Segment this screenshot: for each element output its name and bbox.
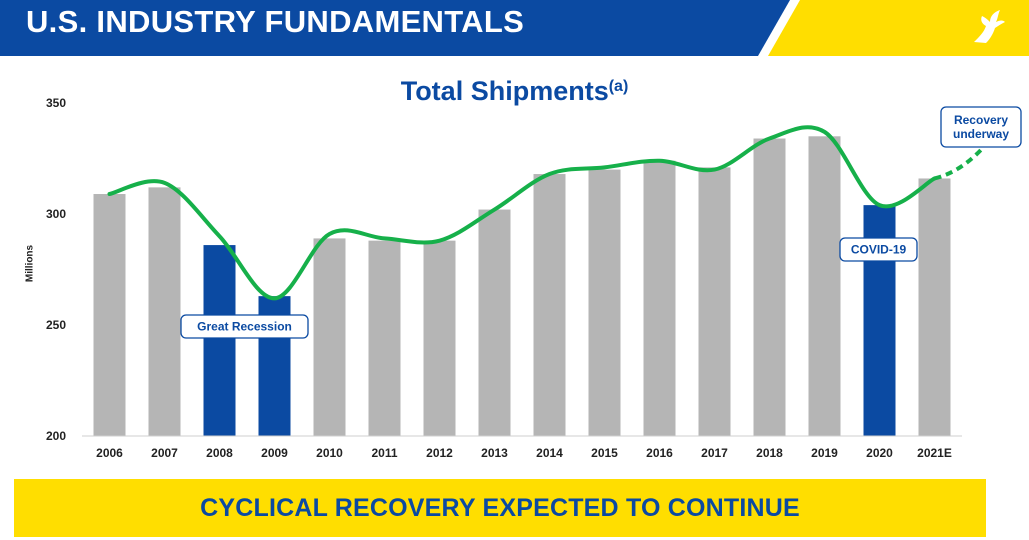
x-tick-label: 2010 (316, 446, 343, 460)
bar-2017 (698, 167, 731, 436)
y-tick-label: 350 (46, 96, 66, 110)
chart-title-superscript: (a) (608, 78, 629, 95)
bar-2012 (423, 240, 456, 436)
winged-foot-icon (974, 10, 1005, 43)
bar-2014 (533, 174, 566, 437)
x-tick-label: 2011 (371, 446, 397, 460)
x-tick-label: 2013 (481, 446, 508, 460)
bar-2013 (478, 209, 511, 436)
shipments-chart: 200 250 300 350 2006 2007 2008 2009 2010 2011 2012… (46, 96, 1022, 460)
x-tick-label: 2014 (536, 446, 563, 460)
x-tick-label: 2020 (866, 446, 893, 460)
bar-2006 (93, 194, 126, 436)
x-tick-label: 2006 (96, 446, 123, 460)
page-title: U.S. INDUSTRY FUNDAMENTALS (26, 4, 525, 39)
bar-2021E (918, 178, 951, 437)
x-tick-label: 2017 (701, 446, 728, 460)
header-banner: U.S. INDUSTRY FUNDAMENTALS (0, 0, 1029, 56)
x-tick-label: 2019 (811, 446, 838, 460)
x-tick-label: 2015 (591, 446, 618, 460)
trend-projection-line (933, 148, 983, 181)
bar-2011 (368, 240, 401, 436)
x-tick-label: 2016 (646, 446, 673, 460)
great-recession-callout: Great Recession (180, 314, 309, 339)
recovery-underway-callout-text: Recovery (954, 113, 1008, 127)
trend-line (107, 125, 937, 301)
header-background (0, 0, 1029, 56)
y-tick-label: 300 (46, 207, 66, 221)
x-tick-label: 2012 (426, 446, 453, 460)
covid-19-callout: COVID-19 (839, 237, 918, 262)
covid-19-callout-text: COVID-19 (851, 243, 907, 257)
bar-2010 (313, 238, 346, 436)
x-tick-label: 2008 (206, 446, 233, 460)
x-tick-label: 2018 (756, 446, 783, 460)
bar-2019 (808, 136, 841, 437)
bar-2016 (643, 160, 676, 436)
bar-2007 (148, 187, 181, 436)
bar-2015 (588, 169, 621, 436)
bar-2008 (203, 245, 236, 436)
bar-2018 (753, 138, 786, 436)
footer-text: CYCLICAL RECOVERY EXPECTED TO CONTINUE (200, 493, 800, 522)
great-recession-callout-text: Great Recession (197, 320, 292, 334)
recovery-underway-callout-text: underway (953, 127, 1009, 141)
x-tick-label: 2009 (261, 446, 288, 460)
chart-title: Total Shipments(a) (400, 76, 629, 106)
y-tick-label: 200 (46, 429, 66, 443)
x-tick-label: 2021E (917, 446, 952, 460)
x-tick-label: 2007 (151, 446, 178, 460)
footer-banner: CYCLICAL RECOVERY EXPECTED TO CONTINUE (14, 479, 986, 537)
y-tick-label: 250 (46, 318, 66, 332)
